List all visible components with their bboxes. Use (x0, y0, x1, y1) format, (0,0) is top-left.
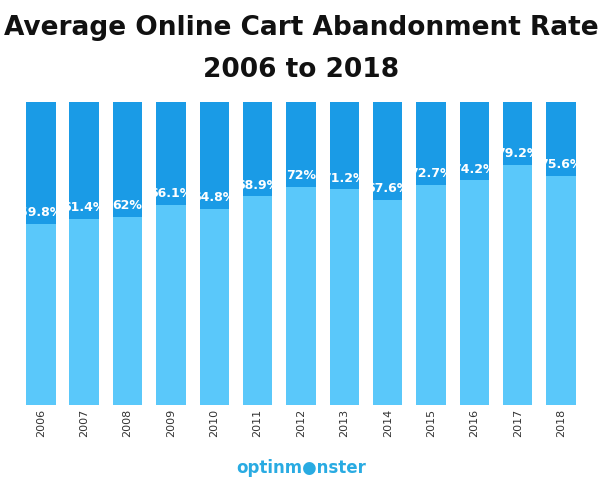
Text: 67.6%: 67.6% (366, 182, 409, 195)
Bar (416, 102, 445, 404)
Bar (243, 102, 272, 404)
Text: 66.1%: 66.1% (149, 187, 193, 200)
Bar (286, 102, 315, 187)
Bar (286, 102, 315, 404)
Bar (69, 102, 99, 404)
Text: 79.2%: 79.2% (496, 147, 539, 160)
Bar (459, 102, 489, 180)
Bar (113, 102, 142, 404)
Text: 72.7%: 72.7% (409, 167, 453, 180)
Bar (373, 102, 402, 404)
Bar (547, 102, 576, 176)
Bar (503, 102, 532, 165)
Bar (156, 102, 185, 205)
Text: 62%: 62% (113, 199, 143, 212)
Text: 71.2%: 71.2% (323, 172, 366, 185)
Bar (329, 102, 359, 404)
Title: Average Online Cart Abandonment Rate
2006 to 2018: Average Online Cart Abandonment Rate 200… (4, 15, 598, 83)
Bar (26, 102, 55, 404)
Text: 64.8%: 64.8% (193, 191, 236, 204)
Text: 61.4%: 61.4% (63, 201, 106, 214)
Text: optinm●nster: optinm●nster (236, 459, 366, 477)
Bar (459, 102, 489, 404)
Bar (199, 102, 229, 208)
Bar (156, 102, 185, 404)
Text: 74.2%: 74.2% (453, 162, 496, 175)
Bar (199, 102, 229, 404)
Text: 75.6%: 75.6% (539, 158, 583, 171)
Text: 68.9%: 68.9% (236, 178, 279, 191)
Text: 59.8%: 59.8% (19, 206, 63, 219)
Bar (373, 102, 402, 200)
Bar (547, 102, 576, 404)
Bar (69, 102, 99, 219)
Bar (329, 102, 359, 189)
Bar (243, 102, 272, 196)
Bar (26, 102, 55, 224)
Text: 72%: 72% (286, 169, 316, 182)
Bar (113, 102, 142, 217)
Bar (416, 102, 445, 185)
Bar (503, 102, 532, 404)
